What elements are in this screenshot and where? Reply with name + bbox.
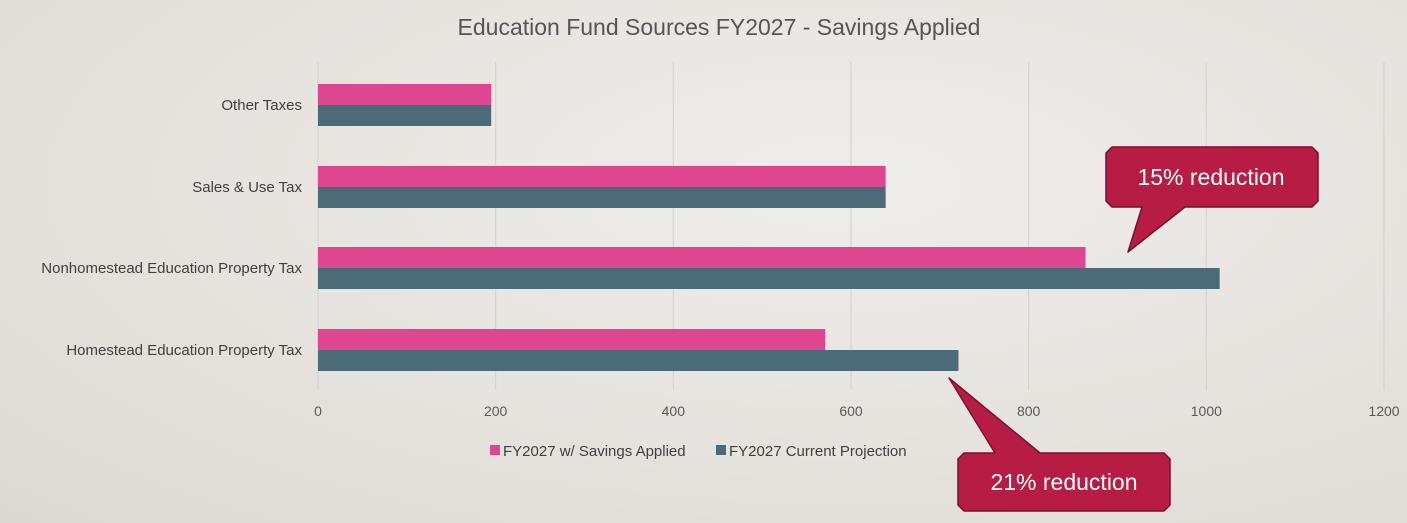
bar-current-projection bbox=[318, 187, 886, 208]
x-tick-label: 400 bbox=[662, 403, 686, 419]
bar-current-projection bbox=[318, 268, 1220, 289]
bar-savings-applied bbox=[318, 329, 826, 350]
callout-shape bbox=[1105, 146, 1319, 253]
legend-swatch bbox=[716, 445, 726, 455]
x-axis-tick-labels: 0 200 400 600 800 1000 1200 bbox=[314, 403, 1400, 419]
callout-shape bbox=[948, 377, 1171, 512]
callout-text: 15% reduction bbox=[1137, 164, 1284, 190]
legend-label: FY2027 Current Projection bbox=[729, 443, 907, 460]
bar-savings-applied bbox=[318, 166, 886, 187]
category-label: Homestead Education Property Tax bbox=[66, 342, 302, 359]
gridlines bbox=[317, 62, 1385, 390]
bar-savings-applied bbox=[318, 84, 492, 105]
bars bbox=[318, 84, 1220, 371]
x-tick-label: 600 bbox=[839, 403, 863, 419]
callout-text: 21% reduction bbox=[990, 469, 1137, 495]
callouts: 15% reduction 21% reduction bbox=[948, 146, 1319, 512]
category-label: Sales & Use Tax bbox=[192, 179, 302, 196]
category-label: Other Taxes bbox=[221, 97, 302, 114]
category-labels: Other Taxes Sales & Use Tax Nonhomestead E… bbox=[41, 97, 302, 359]
bar-current-projection bbox=[318, 105, 492, 126]
legend-label: FY2027 w/ Savings Applied bbox=[503, 443, 686, 460]
x-tick-label: 1000 bbox=[1191, 403, 1222, 419]
bar-savings-applied bbox=[318, 247, 1086, 268]
x-tick-label: 1200 bbox=[1368, 403, 1399, 419]
x-tick-label: 200 bbox=[484, 403, 508, 419]
chart-title: Education Fund Sources FY2027 - Savings … bbox=[458, 14, 981, 40]
category-label: Nonhomestead Education Property Tax bbox=[41, 260, 302, 277]
legend-swatch bbox=[490, 445, 500, 455]
x-tick-label: 0 bbox=[314, 403, 322, 419]
legend: FY2027 w/ Savings Applied FY2027 Current … bbox=[490, 443, 907, 460]
x-tick-label: 800 bbox=[1017, 403, 1041, 419]
bar-current-projection bbox=[318, 350, 959, 371]
